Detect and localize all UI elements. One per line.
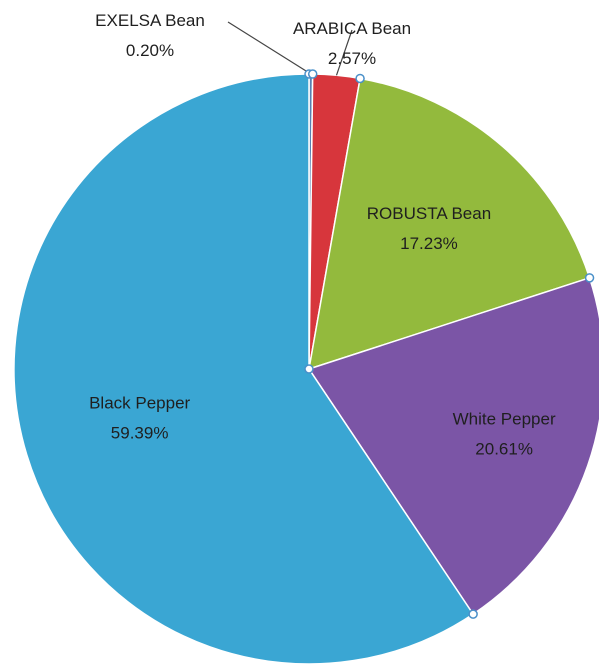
leader-line-arabica-bean xyxy=(335,29,353,76)
slice-vertices xyxy=(304,69,595,619)
slice-boundary-vertex xyxy=(355,73,365,84)
slice-label-exelsa-bean: EXELSA Bean xyxy=(95,11,205,30)
slice-value-exelsa-bean: 0.20% xyxy=(126,41,174,60)
slice-value-black-pepper: 59.39% xyxy=(111,423,169,442)
slice-label-white-pepper: White Pepper xyxy=(453,410,556,429)
pie-slice-white-pepper xyxy=(307,276,599,616)
slice-label-black-pepper: Black Pepper xyxy=(89,393,190,412)
slice-boundary-vertex xyxy=(584,273,595,283)
slice-value-robusta-bean: 17.23% xyxy=(400,234,458,253)
leader-lines xyxy=(227,21,353,76)
pie-center-vertex xyxy=(304,364,314,374)
slice-label-robusta-bean: ROBUSTA Bean xyxy=(367,204,491,223)
leader-line-exelsa-bean xyxy=(227,21,312,75)
slice-value-white-pepper: 20.61% xyxy=(475,440,533,459)
slice-boundary-vertex xyxy=(468,609,478,619)
pie-slice-black-pepper xyxy=(13,73,475,665)
pie-slices xyxy=(13,73,599,665)
slice-label-arabica-bean: ARABICA Bean xyxy=(293,19,411,38)
slice-value-arabica-bean: 2.57% xyxy=(328,49,376,68)
slice-labels: EXELSA Bean 0.20% ARABICA Bean 2.57% ROBUSTA… xyxy=(89,11,556,459)
pie-slice-robusta-bean xyxy=(308,77,591,371)
slice-boundary-vertex xyxy=(307,69,318,79)
